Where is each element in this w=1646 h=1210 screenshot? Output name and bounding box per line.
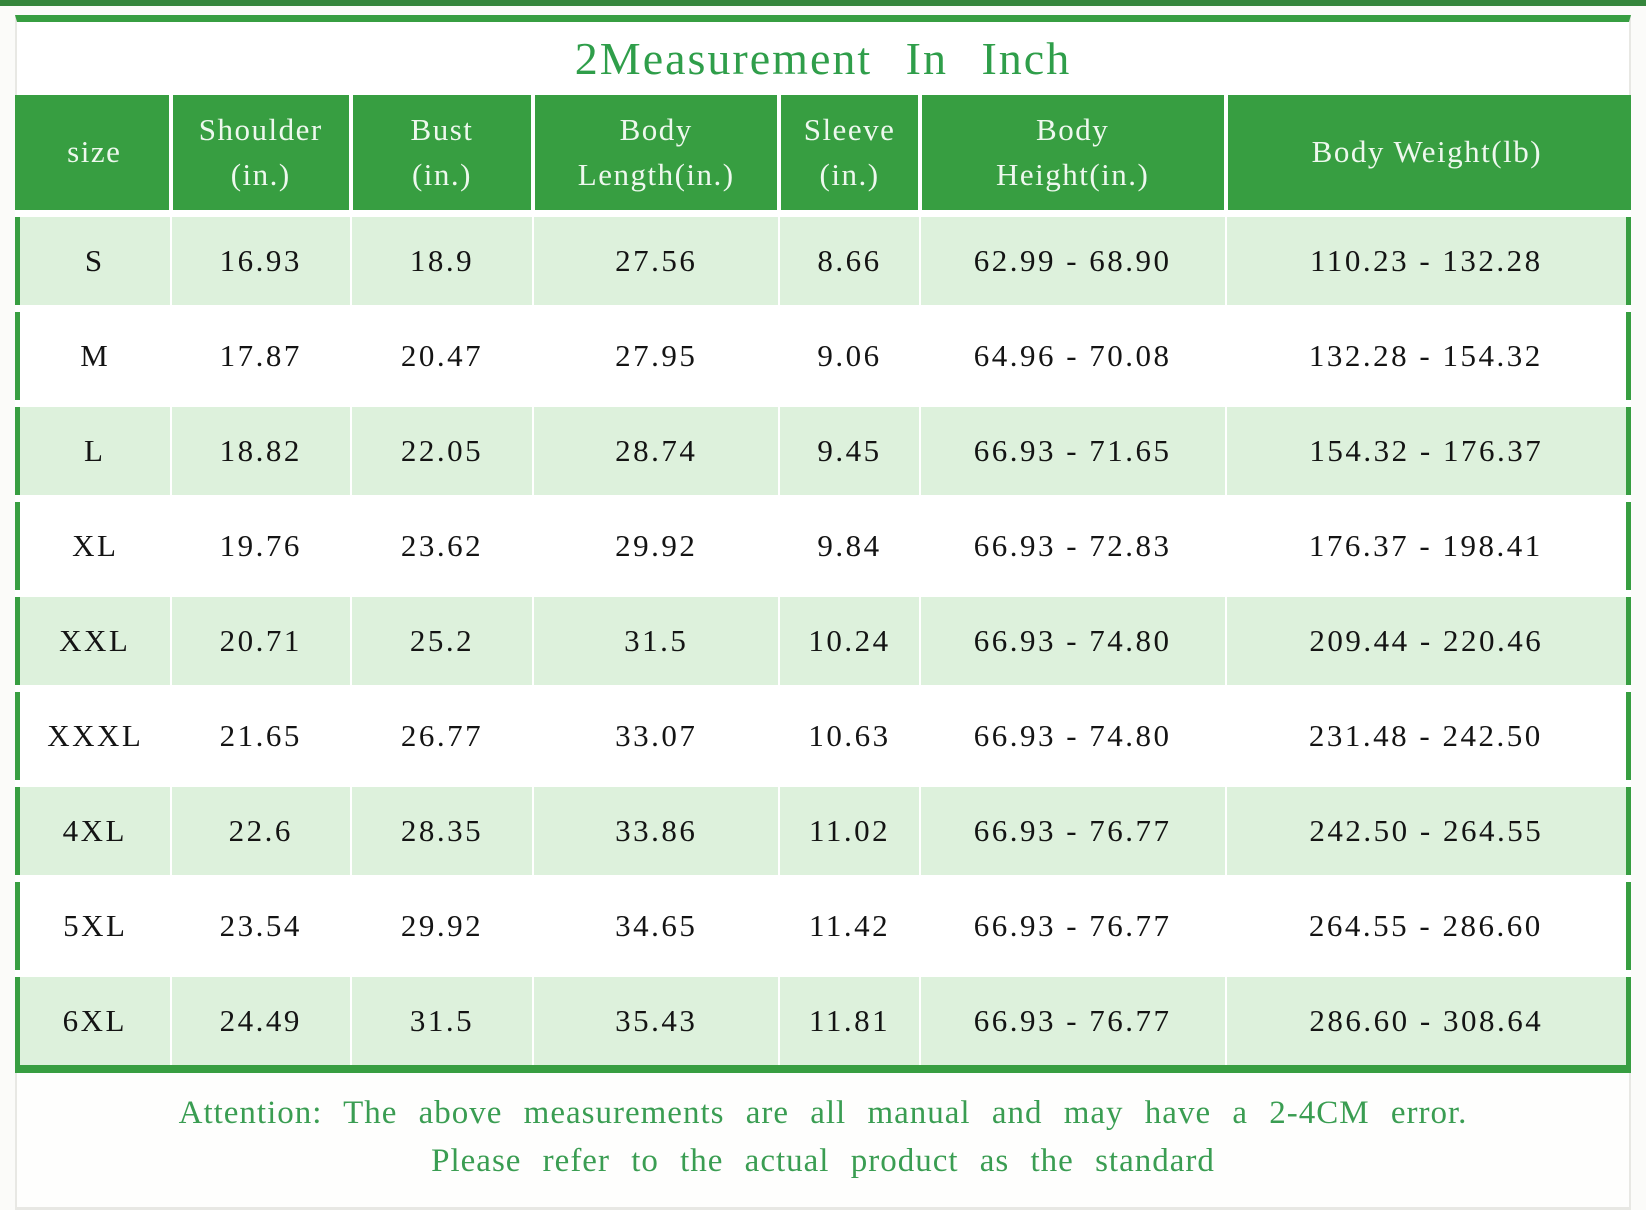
value-cell: 264.55 - 286.60: [1225, 878, 1629, 974]
value-cell: 23.54: [170, 878, 351, 974]
value-cell: 22.05: [349, 400, 534, 502]
value-cell: 11.42: [779, 878, 920, 974]
size-cell: 6XL: [17, 970, 172, 1070]
value-cell: 286.60 - 308.64: [1224, 970, 1629, 1070]
attention-note: Attention: The above measurements are al…: [15, 1073, 1631, 1210]
size-table-header: size Shoulder (in.) Bust (in.) Body Leng…: [17, 95, 1629, 214]
table-row-6xl: 6XL 24.49 31.5 35.43 11.81 66.93 - 76.77 286.6…: [17, 970, 1629, 1070]
header-row: size Shoulder (in.) Bust (in.) Body Leng…: [17, 95, 1629, 214]
table-row-5xl: 5XL 23.54 29.92 34.65 11.42 66.93 - 76.77 264.…: [17, 878, 1629, 974]
value-cell: 66.93 - 72.83: [919, 498, 1226, 594]
value-cell: 11.81: [778, 970, 921, 1070]
value-cell: 19.76: [170, 498, 351, 594]
value-cell: 66.93 - 71.65: [918, 400, 1227, 502]
value-cell: 8.66: [778, 210, 921, 312]
value-cell: 24.49: [169, 970, 352, 1070]
value-cell: 209.44 - 220.46: [1224, 590, 1629, 692]
value-cell: 29.92: [350, 878, 533, 974]
value-cell: 31.5: [531, 590, 781, 692]
value-cell: 31.5: [349, 970, 534, 1070]
attention-line-1: Attention: The above measurements are al…: [178, 1095, 1468, 1131]
value-cell: 20.71: [169, 590, 352, 692]
table-row-4xl: 4XL 22.6 28.35 33.86 11.02 66.93 - 76.77 242.5…: [17, 780, 1629, 882]
value-cell: 28.74: [531, 400, 781, 502]
value-cell: 34.65: [532, 878, 780, 974]
value-cell: 27.56: [531, 210, 781, 312]
value-cell: 22.6: [169, 780, 352, 882]
header-shoulder: Shoulder (in.): [168, 95, 351, 214]
value-cell: 10.24: [778, 590, 921, 692]
value-cell: 62.99 - 68.90: [918, 210, 1227, 312]
size-cell: XXL: [17, 590, 172, 692]
table-row-xxxl: XXXL 21.65 26.77 33.07 10.63 66.93 - 74.80 231…: [17, 688, 1629, 784]
header-body-length: Body Length(in.): [530, 95, 780, 214]
value-cell: 29.92: [532, 498, 780, 594]
value-cell: 110.23 - 132.28: [1224, 210, 1629, 312]
size-table-body: S 16.93 18.9 27.56 8.66 62.99 - 68.90 110.23 -…: [17, 210, 1629, 1070]
value-cell: 66.93 - 74.80: [918, 590, 1227, 692]
table-row-m: M 17.87 20.47 27.95 9.06 64.96 - 70.08 132.28 …: [17, 308, 1629, 404]
value-cell: 66.93 - 76.77: [919, 878, 1226, 974]
table-row-s: S 16.93 18.9 27.56 8.66 62.99 - 68.90 110.23 -…: [17, 210, 1629, 312]
header-body-height: Body Height(in.): [917, 95, 1226, 214]
value-cell: 33.07: [532, 688, 780, 784]
size-cell: XXXL: [17, 688, 171, 784]
value-cell: 16.93: [169, 210, 352, 312]
size-cell: 5XL: [17, 878, 171, 974]
table-row-xxl: XXL 20.71 25.2 31.5 10.24 66.93 - 74.80 209.44…: [17, 590, 1629, 692]
value-cell: 242.50 - 264.55: [1224, 780, 1629, 882]
value-cell: 35.43: [531, 970, 781, 1070]
value-cell: 25.2: [349, 590, 534, 692]
value-cell: 66.93 - 76.77: [918, 970, 1227, 1070]
attention-line-2: Please refer to the actual product as th…: [431, 1142, 1215, 1179]
value-cell: 9.06: [779, 308, 920, 404]
table-row-xl: XL 19.76 23.62 29.92 9.84 66.93 - 72.83 176.37…: [17, 498, 1629, 594]
size-cell: XL: [17, 498, 171, 594]
size-cell: S: [17, 210, 172, 312]
table-row-l: L 18.82 22.05 28.74 9.45 66.93 - 71.65 154.32 …: [17, 400, 1629, 502]
size-cell: L: [17, 400, 172, 502]
header-size: size: [17, 95, 171, 214]
header-bust: Bust (in.): [348, 95, 533, 214]
value-cell: 20.47: [350, 308, 533, 404]
value-cell: 18.9: [349, 210, 534, 312]
value-cell: 176.37 - 198.41: [1225, 498, 1629, 594]
value-cell: 28.35: [349, 780, 534, 882]
value-cell: 21.65: [170, 688, 351, 784]
value-cell: 10.63: [779, 688, 920, 784]
value-cell: 231.48 - 242.50: [1225, 688, 1629, 784]
value-cell: 33.86: [531, 780, 781, 882]
value-cell: 17.87: [170, 308, 351, 404]
value-cell: 18.82: [169, 400, 352, 502]
page-title: 2Measurement In Inch: [574, 33, 1072, 84]
value-cell: 11.02: [778, 780, 921, 882]
size-table: size Shoulder (in.) Bust (in.) Body Leng…: [15, 95, 1631, 1073]
value-cell: 9.45: [778, 400, 921, 502]
value-cell: 9.84: [779, 498, 920, 594]
value-cell: 66.93 - 76.77: [918, 780, 1227, 882]
size-cell: 4XL: [17, 780, 172, 882]
top-border-strip: [0, 0, 1646, 6]
value-cell: 64.96 - 70.08: [919, 308, 1226, 404]
header-body-weight: Body Weight(lb): [1223, 95, 1629, 214]
size-chart-board: 2Measurement In Inch size Shoulder (in.)…: [15, 15, 1631, 1210]
title-row: 2Measurement In Inch: [15, 15, 1631, 95]
value-cell: 154.32 - 176.37: [1224, 400, 1629, 502]
value-cell: 23.62: [350, 498, 533, 594]
value-cell: 132.28 - 154.32: [1225, 308, 1629, 404]
size-cell: M: [17, 308, 171, 404]
value-cell: 27.95: [532, 308, 780, 404]
header-sleeve: Sleeve (in.): [777, 95, 920, 214]
value-cell: 66.93 - 74.80: [919, 688, 1226, 784]
value-cell: 26.77: [350, 688, 533, 784]
